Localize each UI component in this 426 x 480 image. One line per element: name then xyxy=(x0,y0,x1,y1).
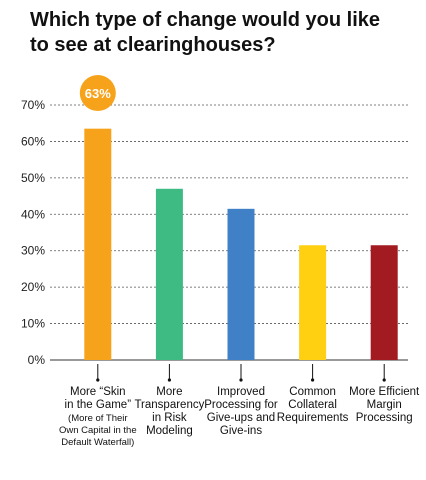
bar xyxy=(155,188,183,360)
category-label: Give-ups and xyxy=(207,412,275,424)
category-label: Modeling xyxy=(146,425,193,437)
bar xyxy=(299,245,327,360)
connector-dot xyxy=(239,378,243,382)
y-tick-label: 70% xyxy=(21,98,45,112)
connector-dot xyxy=(167,378,171,382)
callout-circle xyxy=(79,75,116,111)
callout-label: 63% xyxy=(85,86,111,101)
callout: 63% xyxy=(79,75,116,111)
category-label: More xyxy=(156,386,182,398)
category-label: Margin xyxy=(367,399,402,411)
category-label: in Risk xyxy=(152,412,187,424)
y-tick-label: 60% xyxy=(21,134,45,148)
category-label: Processing xyxy=(356,412,413,424)
category-label: Collateral xyxy=(288,399,337,411)
y-tick-label: 0% xyxy=(28,353,46,367)
category-label: Common xyxy=(289,386,336,398)
bars xyxy=(84,128,398,360)
category-label: More Efficient xyxy=(349,386,420,398)
category-label: More “Skin xyxy=(70,386,126,398)
y-tick-label: 10% xyxy=(21,317,45,331)
y-tick-label: 40% xyxy=(21,207,45,221)
category-sublabel: (More of Their xyxy=(68,413,127,424)
y-tick-label: 30% xyxy=(21,244,45,258)
chart-title: Which type of change would you like to s… xyxy=(30,9,381,56)
bar xyxy=(370,245,398,360)
category-sublabel: Own Capital in the xyxy=(59,425,137,436)
category-label: Processing for xyxy=(204,399,278,411)
category-label: Transparency xyxy=(134,399,204,411)
category-sublabel: Default Waterfall) xyxy=(61,437,134,448)
bar xyxy=(227,208,255,360)
bar xyxy=(84,128,112,360)
y-axis-ticks: 0% 10% 20% 30% 40% 50% 60% 70% xyxy=(21,98,45,367)
connector-dot xyxy=(382,378,386,382)
y-tick-label: 20% xyxy=(21,280,45,294)
connector-dot xyxy=(96,378,100,382)
y-tick-label: 50% xyxy=(21,171,45,185)
category-label: Requirements xyxy=(277,412,349,424)
category-label: Improved xyxy=(217,386,265,398)
category-label: in the Game” xyxy=(65,399,132,411)
connector-dot xyxy=(311,378,315,382)
category-label: Give-ins xyxy=(220,425,262,437)
